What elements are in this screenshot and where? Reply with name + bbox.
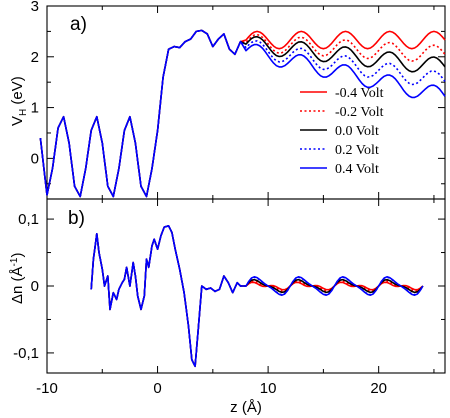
panel-b-xtick-label: 20 [370,380,387,397]
legend-label: 0.4 Volt [335,162,379,177]
panel-b-ylabel: Δn (Å-1) [9,253,26,304]
panel-b-xtick-label: -10 [36,380,58,397]
panel-b-label: b) [68,208,85,229]
panel-b: b) -0,1 0 0,1 -10 0 10 20 Δn (Å-1) z (Å) [9,198,446,416]
panel-b-ytick-label: -0,1 [13,345,39,362]
panel-a-ylabel: VH (eV) [9,76,29,126]
panel-a: a) 0 1 2 3 -0.4 Volt -0.2 Volt 0.0 Volt 0.2 Vo… [9,0,446,200]
panel-b-xtick-label: 10 [260,380,277,397]
panel-a-ytick-label: 3 [31,0,39,15]
legend: -0.4 Volt -0.2 Volt 0.0 Volt 0.2 Volt 0.4 Vo… [300,86,384,177]
panel-a-frame [46,5,446,200]
panel-b-series [90,225,424,368]
panel-b-series-line [90,225,424,368]
x-axis-label: z (Å) [230,399,262,416]
panel-a-series-line [39,29,446,198]
panel-a-label: a) [70,14,87,35]
panel-a-ytick-label: 2 [31,49,39,66]
panel-b-series-line [90,225,424,368]
panel-a-ticks: 0 1 2 3 [31,0,445,199]
legend-label: 0.2 Volt [335,143,379,158]
panel-b-series-line [90,225,424,368]
panel-a-ytick-label: 0 [31,150,39,167]
legend-label: 0.0 Volt [335,124,379,139]
panel-a-series [39,29,446,198]
panel-b-xtick-label: 0 [153,380,161,397]
panel-b-ytick-label: 0 [31,278,39,295]
panel-a-ytick-label: 1 [31,100,39,117]
panel-a-series-line [39,29,446,198]
panel-b-ticks: -0,1 0 0,1 -10 0 10 20 [13,199,445,397]
panel-a-series-line [39,29,446,198]
legend-label: -0.2 Volt [335,105,384,120]
legend-label: -0.4 Volt [335,86,384,101]
panel-a-series-line [39,29,446,198]
panel-a-series-line [39,29,446,198]
panel-b-ytick-label: 0,1 [18,211,39,228]
panel-b-series-line [90,225,424,368]
panel-b-series-line [90,225,424,368]
